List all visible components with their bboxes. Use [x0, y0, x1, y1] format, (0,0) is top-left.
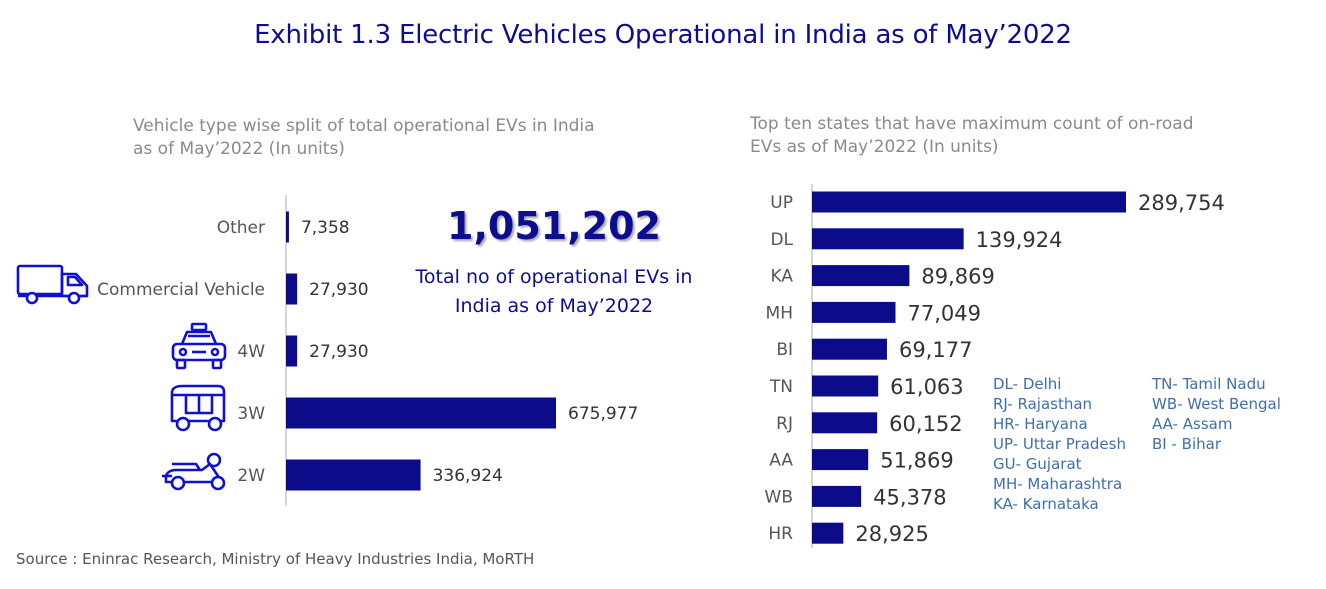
legend-item: DL- Delhi — [993, 375, 1062, 393]
auto-rickshaw-icon — [170, 384, 226, 432]
state-bar-8 — [812, 485, 862, 507]
state-category-label-8: WB — [765, 487, 793, 507]
state-value-label-4: 69,177 — [899, 338, 972, 362]
vehicle-value-label-0: 7,358 — [301, 218, 350, 238]
vehicle-value-label-3: 675,977 — [568, 404, 638, 424]
car-icon — [171, 322, 227, 370]
vehicle-bar-0 — [286, 211, 289, 243]
state-value-label-7: 51,869 — [880, 449, 953, 473]
legend-item: GU- Gujarat — [993, 455, 1082, 473]
state-value-label-9: 28,925 — [855, 522, 928, 546]
legend-item: KA- Karnataka — [993, 495, 1099, 513]
vehicle-category-label-0: Other — [217, 218, 265, 238]
state-category-label-0: UP — [770, 193, 793, 213]
state-category-label-3: MH — [766, 303, 793, 323]
vehicle-value-label-1: 27,930 — [309, 280, 368, 300]
state-value-label-6: 60,152 — [889, 412, 962, 436]
vehicle-value-label-2: 27,930 — [309, 342, 368, 362]
state-bar-2 — [812, 265, 910, 287]
state-category-label-6: RJ — [776, 414, 793, 434]
state-bar-9 — [812, 522, 844, 544]
states-chart-title: Top ten states that have maximum count o… — [750, 114, 1194, 157]
state-category-label-1: DL — [770, 230, 793, 250]
legend-item: TN- Tamil Nadu — [1152, 375, 1266, 393]
legend-item: WB- West Bengal — [1152, 395, 1281, 413]
vehicle-category-label-1: Commercial Vehicle — [97, 280, 265, 300]
source-note: Source : Eninrac Research, Ministry of H… — [16, 550, 535, 568]
truck-icon — [16, 264, 89, 305]
total-evs-caption: Total no of operational EVs in India as … — [415, 266, 693, 317]
vehicle-value-label-4: 336,924 — [433, 466, 503, 486]
legend-item: BI - Bihar — [1152, 435, 1221, 453]
legend-item: UP- Uttar Pradesh — [993, 435, 1126, 453]
vehicle-bar-4 — [286, 459, 421, 491]
vehicle-bar-1 — [286, 273, 298, 305]
vehicle-chart-title: Vehicle type wise split of total operati… — [133, 116, 595, 159]
vehicle-category-label-2: 4W — [237, 342, 265, 362]
vehicle-category-label-4: 2W — [237, 466, 265, 486]
vehicle-bar-2 — [286, 335, 298, 367]
state-bar-3 — [812, 301, 896, 323]
state-category-label-4: BI — [776, 340, 793, 360]
state-bar-4 — [812, 338, 887, 360]
state-bar-1 — [812, 228, 964, 250]
total-evs-value: 1,051,202 — [447, 204, 661, 248]
state-abbreviation-legend-2: TN- Tamil Nadu WB- West Bengal AA- Assam… — [1152, 374, 1281, 454]
state-abbreviation-legend: DL- Delhi RJ- Rajasthan HR- Haryana UP- … — [993, 374, 1126, 514]
state-value-label-5: 61,063 — [890, 375, 963, 399]
legend-item: AA- Assam — [1152, 415, 1233, 433]
state-category-label-9: HR — [768, 524, 793, 544]
vehicle-category-label-3: 3W — [237, 404, 265, 424]
legend-item: MH- Maharashtra — [993, 475, 1123, 493]
state-bar-6 — [812, 412, 878, 434]
state-bar-5 — [812, 375, 879, 397]
state-value-label-1: 139,924 — [976, 228, 1063, 252]
state-bar-0 — [812, 191, 1126, 213]
vehicle-bar-3 — [286, 397, 556, 429]
state-value-label-3: 77,049 — [907, 301, 980, 325]
state-value-label-8: 45,378 — [873, 485, 946, 509]
legend-item: HR- Haryana — [993, 415, 1088, 433]
state-bar-7 — [812, 449, 869, 471]
legend-item: RJ- Rajasthan — [993, 395, 1093, 413]
scooter-icon — [162, 452, 226, 491]
state-value-label-0: 289,754 — [1138, 191, 1225, 215]
state-category-label-2: KA — [771, 267, 794, 287]
state-value-label-2: 89,869 — [921, 265, 994, 289]
state-category-label-5: TN — [769, 377, 793, 397]
page-title: Exhibit 1.3 Electric Vehicles Operationa… — [254, 20, 1072, 50]
state-category-label-7: AA — [769, 451, 793, 471]
